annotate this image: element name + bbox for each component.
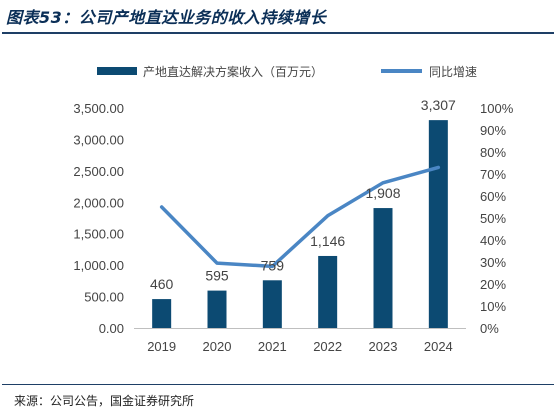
combo-chart: 产地直达解决方案收入（百万元） 同比增速 0.00 500.00 1,000.00 1,5… (73, 64, 514, 354)
x-tick-label: 2021 (258, 339, 287, 354)
bar-data-label: 759 (261, 257, 285, 273)
legend-line-label: 同比增速 (429, 65, 477, 79)
x-tick-label: 2020 (203, 339, 232, 354)
y-right-tick-label: 90% (480, 123, 506, 138)
x-tick-label: 2024 (424, 339, 453, 354)
y-left-tick-label: 3,000.00 (73, 132, 124, 147)
y-left-tick-label: 500.00 (84, 290, 124, 305)
figure-title: 图表53：公司产地直达业务的收入持续增长 (6, 8, 327, 27)
y-right-tick-label: 80% (480, 145, 506, 160)
bar (318, 255, 338, 328)
bar-data-label: 460 (150, 276, 174, 292)
y-right-tick-label: 60% (480, 189, 506, 204)
bar-data-label: 3,307 (421, 97, 456, 113)
y-right-tick-label: 40% (480, 233, 506, 248)
y-right-tick-label: 20% (480, 277, 506, 292)
bar (152, 299, 172, 328)
source-rule (2, 384, 554, 385)
y-left-tick-label: 2,500.00 (73, 164, 124, 179)
y-right-tick-label: 100% (480, 101, 514, 116)
legend-bar-label: 产地直达解决方案收入（百万元） (143, 64, 323, 79)
bar-data-label: 595 (205, 268, 229, 284)
x-tick-label: 2023 (369, 339, 398, 354)
bar (207, 290, 227, 328)
bar (428, 120, 448, 328)
y-right-tick-label: 70% (480, 167, 506, 182)
y-right-tick-label: 30% (480, 255, 506, 270)
title-rule (2, 32, 554, 34)
bar (373, 208, 393, 328)
bar (262, 280, 282, 328)
y-left-tick-label: 0.00 (99, 321, 124, 336)
y-right-tick-label: 0% (480, 321, 499, 336)
y-left-tick-label: 1,000.00 (73, 258, 124, 273)
y-left-tick-label: 3,500.00 (73, 101, 124, 116)
source-note: 来源：公司公告，国金证券研究所 (14, 394, 195, 408)
x-tick-label: 2022 (313, 339, 342, 354)
y-right-tick-label: 10% (480, 299, 506, 314)
bar-data-label: 1,146 (310, 233, 345, 249)
legend-bar-swatch (97, 67, 137, 75)
y-left-tick-label: 1,500.00 (73, 227, 124, 242)
growth-line (159, 165, 441, 269)
y-right-tick-label: 50% (480, 211, 506, 226)
y-left-tick-label: 2,000.00 (73, 195, 124, 210)
x-tick-label: 2019 (147, 339, 176, 354)
bar-data-label: 1,908 (365, 185, 400, 201)
